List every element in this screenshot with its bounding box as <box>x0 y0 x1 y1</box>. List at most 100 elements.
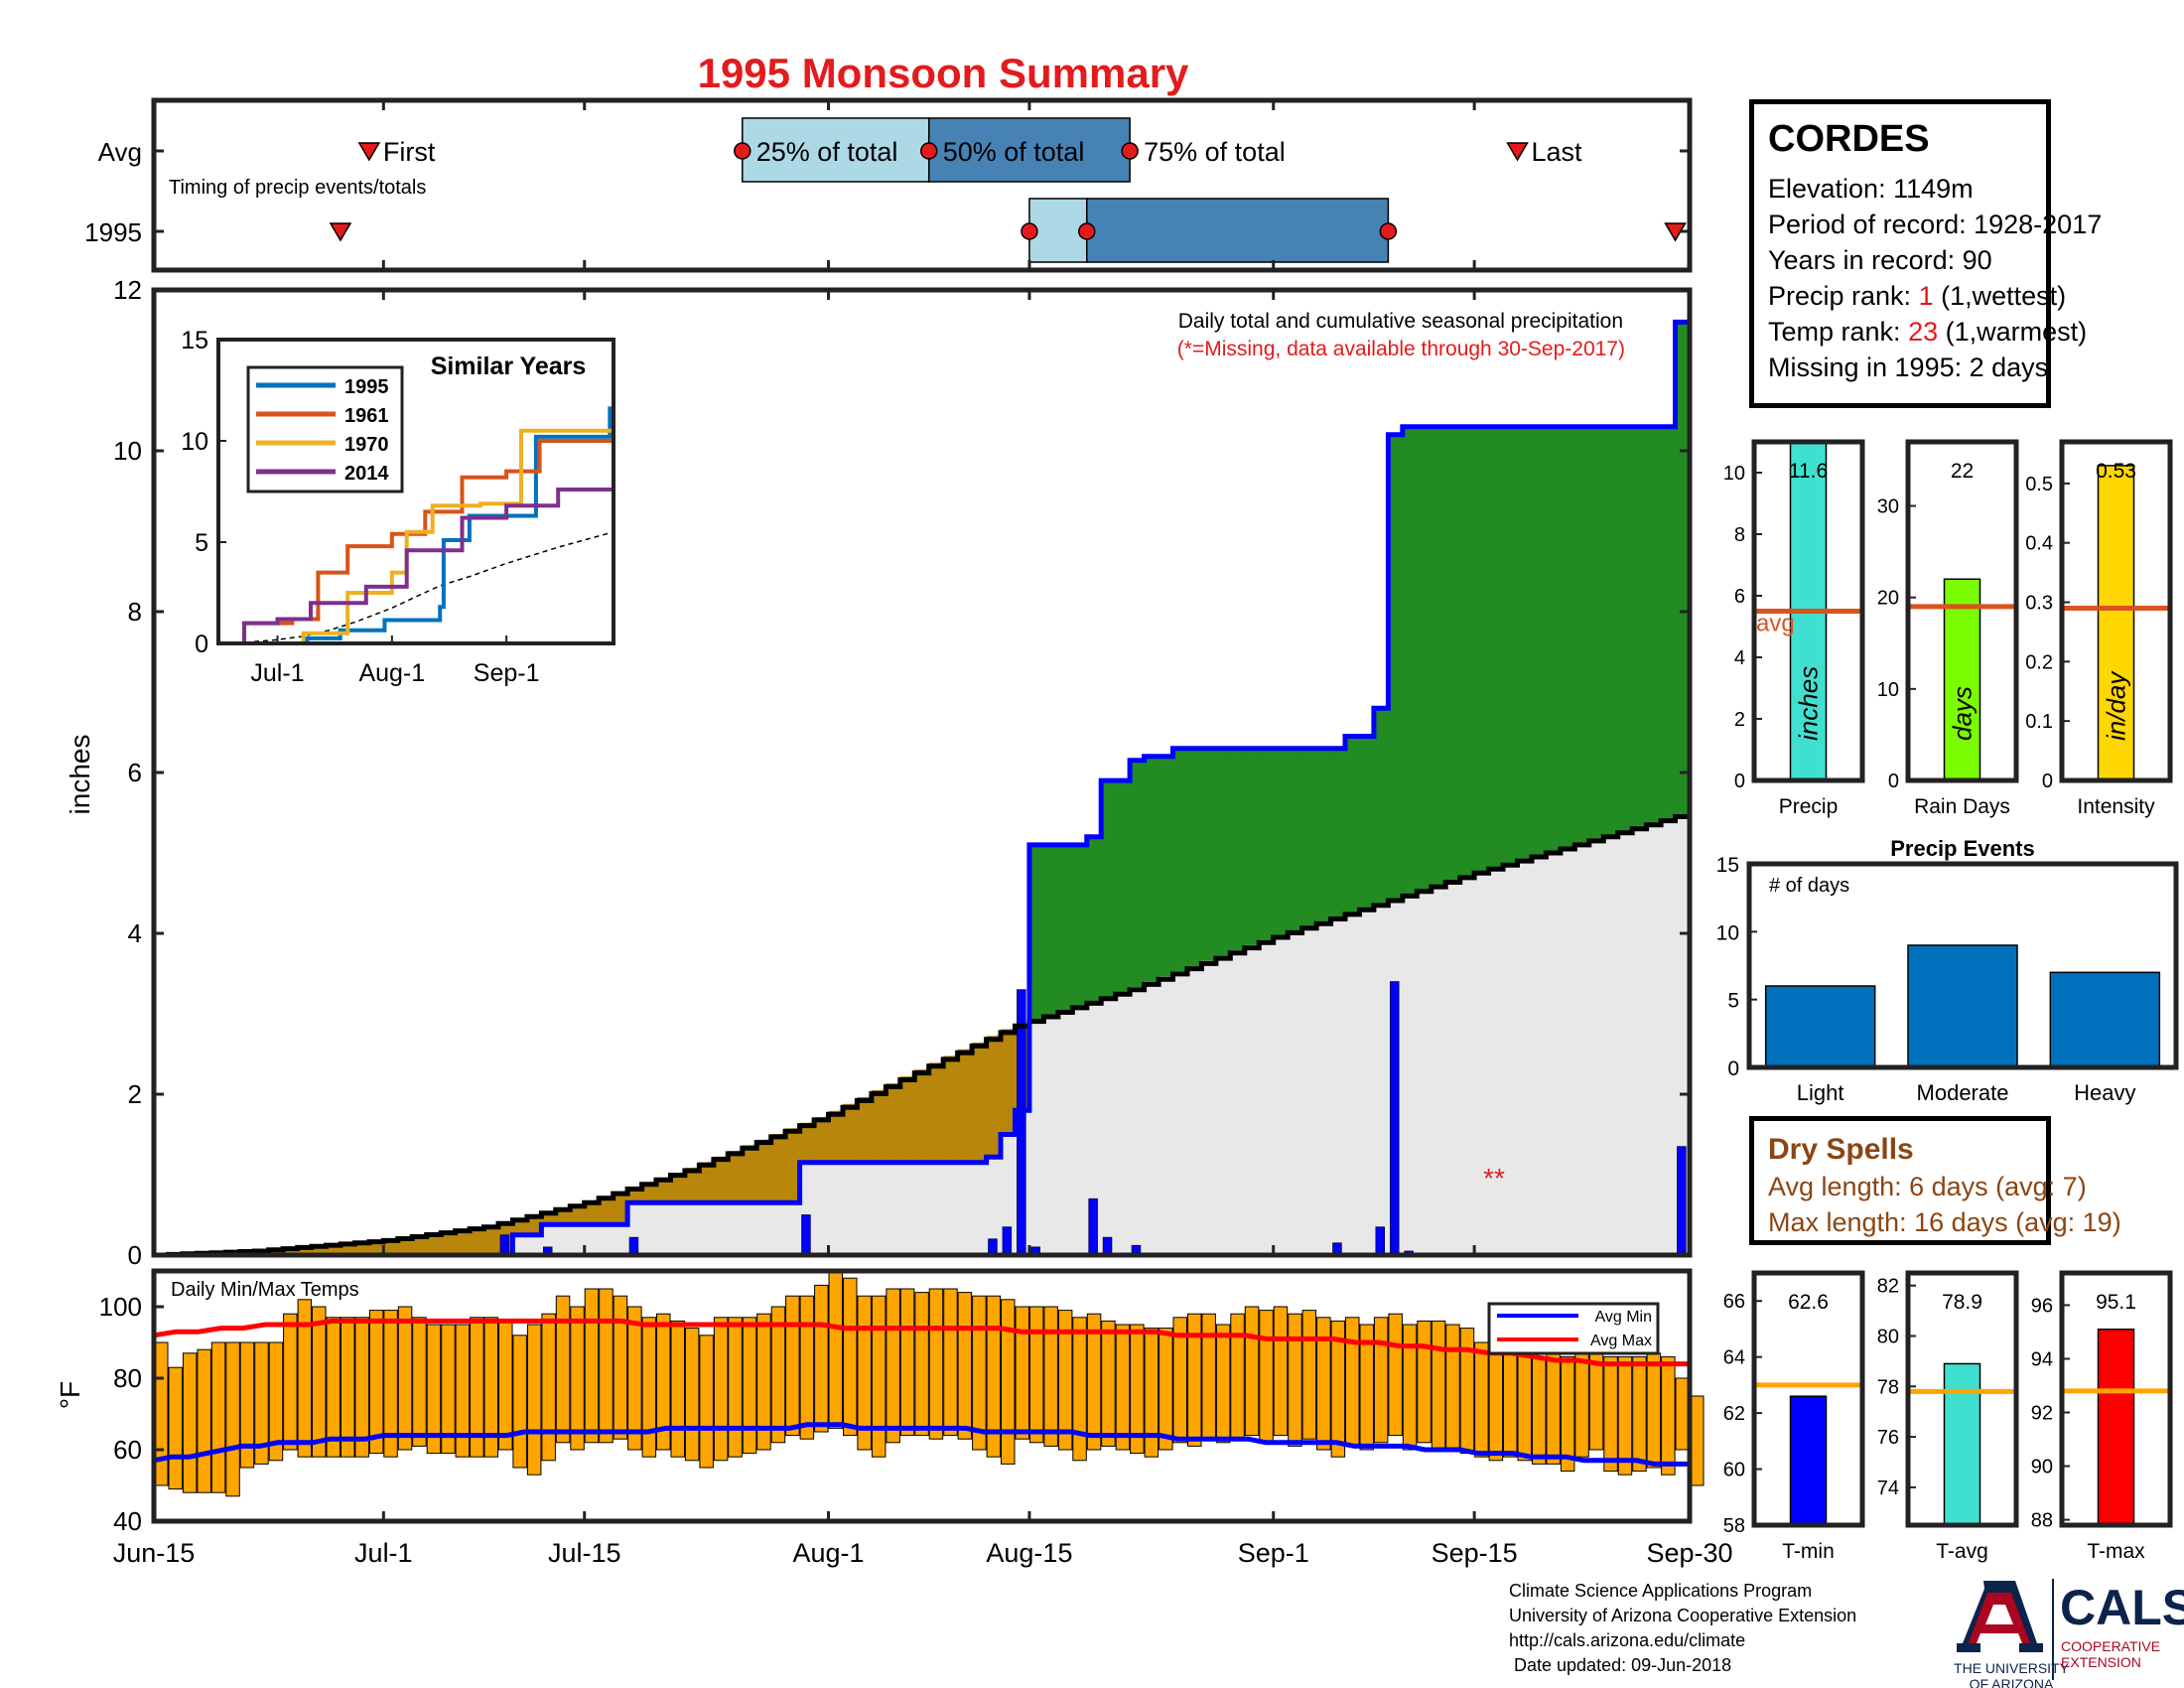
daily-temp-bar <box>297 1299 313 1458</box>
daily-temp-bar <box>857 1295 872 1451</box>
daily-temp-bar <box>1617 1355 1633 1476</box>
daily-temp-bar <box>1288 1313 1302 1447</box>
avg-min-line <box>153 1422 1690 1467</box>
daily-temp-bar <box>526 1324 542 1476</box>
precip-departure-fill <box>1417 426 1433 890</box>
precip-departure-fill <box>1532 426 1548 855</box>
daily-temp-bar <box>914 1292 929 1437</box>
precip-departure-fill <box>1445 426 1461 881</box>
ua-logo-counter <box>1985 1605 2013 1624</box>
raindays-panel-label: Rain Days <box>1914 795 2010 818</box>
precip-departure-fill <box>599 1196 614 1225</box>
precip-departure-fill <box>713 1156 729 1203</box>
chart-title: 1995 Monsoon Summary <box>698 50 1189 96</box>
daily-temp-bar <box>742 1317 757 1455</box>
precip-panel-unit: inches <box>1794 666 1824 741</box>
avg-last-label: Last <box>1532 137 1583 167</box>
daily-temp-bar <box>512 1335 527 1469</box>
1995-first-marker <box>329 222 352 242</box>
precip-departure-fill <box>1259 748 1275 940</box>
daily-temp-bar <box>1661 1355 1676 1476</box>
precip-departure-fill <box>986 1036 1002 1158</box>
daily-temp-bar <box>1445 1324 1460 1451</box>
precip-departure-fill <box>928 1062 944 1163</box>
daily-temp-bar <box>283 1313 298 1451</box>
footer-line-3: http://cals.arizona.edu/climate <box>1509 1630 1746 1650</box>
events-y-axis-label: # of days <box>1769 875 1849 897</box>
daily-temp-bar <box>1028 1306 1044 1444</box>
raindays-panel-y-label: 20 <box>1877 588 1899 610</box>
daily-temp-bar <box>828 1270 843 1429</box>
precip-departure-fill <box>1503 426 1519 864</box>
x-tick-label: Aug-15 <box>986 1538 1072 1568</box>
event-category-label: Light <box>1797 1080 1844 1105</box>
precip-departure-fill <box>1028 844 1044 1020</box>
daily-precip-bar <box>801 1214 811 1256</box>
precip-rank-value: 1 <box>1918 281 1934 311</box>
dry-spells-avg: Avg length: 6 days (avg: 7) <box>1768 1172 2087 1201</box>
intensity-panel-label: Intensity <box>2077 795 2155 818</box>
inset-series-1961 <box>218 439 614 645</box>
precip-departure-fill <box>1345 736 1361 913</box>
temp-legend-box <box>1487 1302 1660 1355</box>
precip-departure-fill <box>1588 426 1604 839</box>
daily-temp-bar <box>699 1335 714 1469</box>
dry-spells-title: Dry Spells <box>1768 1133 1914 1166</box>
daily-temp-bar <box>1187 1313 1202 1447</box>
daily-temp-bar <box>498 1320 513 1451</box>
precip-departure-fill <box>943 1055 959 1163</box>
daily-temp-bar <box>254 1341 269 1465</box>
avg-q25-marker <box>734 142 751 160</box>
precip-departure-fill <box>441 1231 457 1255</box>
precip-departure-fill <box>570 1204 586 1225</box>
precip-panel-y-label: 0 <box>1734 771 1745 792</box>
daily-temp-bar <box>383 1310 398 1458</box>
daily-temp-bar <box>1417 1320 1432 1444</box>
y-tick-label: 0 <box>128 1240 142 1270</box>
raindays-panel-y-label: 0 <box>1888 771 1899 792</box>
daily-temp-bar <box>1546 1348 1561 1465</box>
plot-annotation-sub: (*=Missing, data available through 30-Se… <box>1177 338 1625 360</box>
daily-temp-bar <box>1675 1377 1690 1451</box>
similar-years-inset: Similar Years 0 5 10 15 Jul-1 Aug-1 Sep-1 1995 19… <box>181 327 615 687</box>
intensity-panel-y-label: 0.1 <box>2025 711 2053 733</box>
events-y-label: 10 <box>1716 921 1739 944</box>
daily-temp-bar <box>1057 1310 1073 1451</box>
daily-precip-bar <box>1375 1226 1386 1256</box>
precip-departure-fill <box>728 1151 744 1203</box>
tmin-panel-label: T-min <box>1782 1540 1835 1563</box>
daily-temp-bar <box>541 1313 556 1462</box>
tmax-panel-frame <box>2059 1270 2173 1528</box>
precip-departure-fill <box>756 1139 772 1203</box>
precip-departure-fill <box>1546 426 1562 851</box>
precip-departure-fill <box>871 1090 887 1163</box>
tavg-panel-label: T-avg <box>1936 1540 1988 1563</box>
daily-temp-bar <box>225 1341 240 1497</box>
inset-y-label: 0 <box>195 631 208 658</box>
intensity-panel-y-label: 0 <box>2042 771 2053 792</box>
precip-departure-fill <box>972 1043 988 1163</box>
precip-departure-fill <box>1646 426 1662 823</box>
daily-temp-bar <box>986 1295 1002 1458</box>
daily-temp-bar <box>1459 1328 1475 1455</box>
precip-panel-frame <box>1751 439 1865 783</box>
raindays-panel-y-label: 10 <box>1877 679 1899 701</box>
precip-departure-fill <box>526 1214 542 1235</box>
precip-departure-fill <box>899 1076 915 1163</box>
observed-cumulative-line <box>154 319 1690 1258</box>
precip-panel-y-label: 6 <box>1734 586 1745 608</box>
daily-temp-bar <box>1244 1306 1260 1437</box>
temp-y-label: 80 <box>113 1363 142 1393</box>
daily-temp-bar <box>1488 1341 1504 1462</box>
precip-departure-fill <box>1159 756 1174 977</box>
precip-departure-fill <box>1144 756 1160 982</box>
precip-departure-fill <box>914 1069 930 1163</box>
precip-departure-fill <box>1130 760 1146 987</box>
precip-departure-fill <box>613 1191 628 1225</box>
raindays-panel-value: 22 <box>1951 460 1974 483</box>
daily-temp-bar <box>814 1284 829 1433</box>
temp-summary-bars: 58 60 62 64 66 62.6 T-min 74 76 78 80 82 78.9 T-avg 88… <box>1723 1270 2173 1563</box>
temp-rank-value: 23 <box>1908 317 1939 347</box>
x-tick-label: Jun-15 <box>113 1538 196 1568</box>
